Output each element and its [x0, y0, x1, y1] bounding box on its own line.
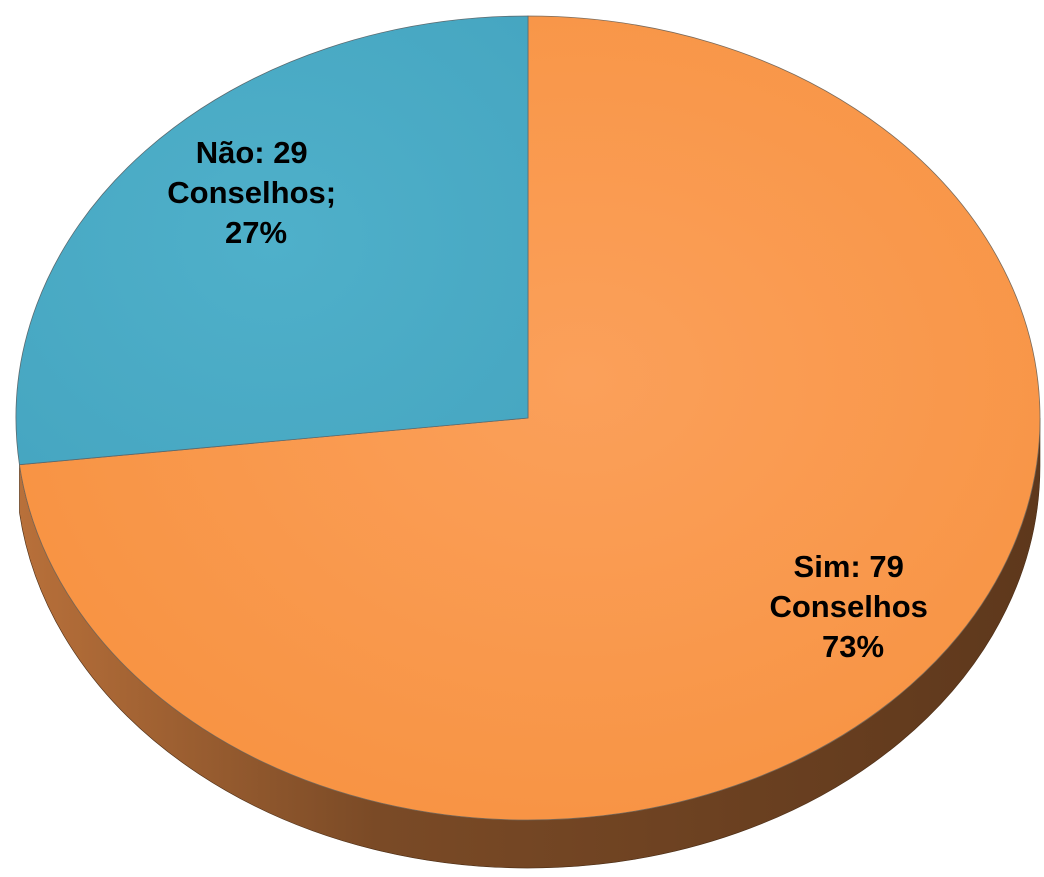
pie-slice-nao — [15, 15, 529, 466]
data-label-sim: Sim: 79 Conselhos 73% — [769, 549, 936, 664]
data-label-nao-line: Não: 29 — [196, 135, 308, 170]
pie-slice-layer — [15, 15, 1041, 821]
data-label-sim-line: 73% — [822, 629, 884, 664]
data-label-nao-line: 27% — [225, 215, 287, 250]
data-label-sim-line: Conselhos — [769, 589, 927, 624]
data-label-nao: Não: 29 Conselhos; 27% — [167, 135, 344, 250]
data-label-sim-line: Sim: 79 — [794, 549, 904, 584]
pie-slice-sim — [19, 15, 1041, 821]
pie-label-layer: Sim: 79 Conselhos 73% Não: 29 Conselhos;… — [167, 135, 936, 664]
data-label-nao-line: Conselhos; — [167, 175, 336, 210]
